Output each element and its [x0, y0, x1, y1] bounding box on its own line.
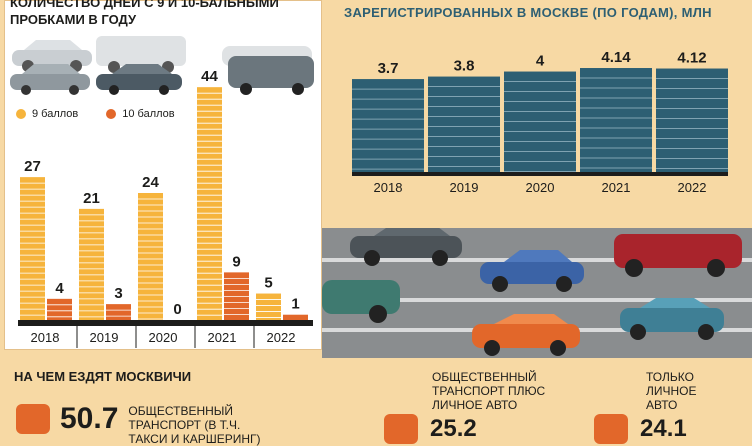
x-tick-label: 2021 [208, 330, 237, 345]
x-tick-label: 2019 [90, 330, 119, 345]
legend-label-9: 9 баллов [32, 108, 79, 120]
bar-9-2019 [79, 208, 104, 320]
data-label: 27 [24, 158, 41, 175]
x-tick-label: 2021 [602, 180, 631, 195]
data-label: 44 [201, 68, 218, 85]
bar-10-2022 [283, 314, 308, 320]
data-label: 4.12 [677, 50, 706, 67]
stat-label: ТОЛЬКО ЛИЧНОЕ АВТО [646, 370, 697, 412]
van-icon [96, 36, 186, 73]
data-label: 4 [536, 53, 545, 70]
car-icon [594, 414, 628, 444]
legend-label-10: 10 баллов [122, 108, 175, 120]
data-label: 21 [83, 190, 100, 207]
car-icon [10, 64, 90, 95]
bus-icon [16, 404, 50, 434]
car-icon [96, 64, 182, 95]
x-tick-label: 2020 [149, 330, 178, 345]
bar-2021 [580, 68, 652, 172]
bar-2019 [428, 76, 500, 172]
data-label: 4.14 [601, 49, 631, 66]
x-tick-label: 2019 [450, 180, 479, 195]
car-icon [472, 314, 580, 356]
road-illustration [322, 228, 752, 358]
x-tick-label: 2022 [267, 330, 296, 345]
bus-car-icon [384, 414, 418, 444]
bar-2022 [656, 68, 728, 172]
bar-9-2020 [138, 193, 163, 320]
x-tick-label: 2022 [678, 180, 707, 195]
legend-item-9: 9 баллов [16, 108, 78, 120]
stat-value: 24.1 [640, 415, 687, 442]
car-icon [322, 280, 400, 323]
x-tick-label: 2018 [31, 330, 60, 345]
cars-illustration [10, 36, 314, 95]
x-tick-label: 2020 [526, 180, 555, 195]
data-label: 0 [173, 301, 181, 318]
x-tick-label: 2018 [374, 180, 403, 195]
data-label: 3.8 [454, 58, 475, 75]
car-icon [350, 228, 462, 266]
data-label: 3.7 [378, 60, 399, 77]
data-label: 5 [264, 275, 272, 292]
legend-dot-9-icon [16, 109, 26, 119]
legend-dot-10-icon [106, 109, 117, 119]
data-label: 3 [114, 285, 122, 302]
suv-icon [228, 56, 314, 95]
stat-car-only: ТОЛЬКО ЛИЧНОЕ АВТО 24.1 [594, 370, 706, 444]
right-chart-title: ЗАРЕГИСТРИРОВАННЫХ В МОСКВЕ (ПО ГОДАМ), … [344, 5, 712, 20]
van-icon [614, 234, 742, 277]
stat-mixed: ОБЩЕСТВЕННЫЙ ТРАНСПОРТ ПЛЮС ЛИЧНОЕ АВТО … [384, 370, 574, 444]
car-icon [480, 250, 584, 292]
data-label: 24 [142, 174, 159, 191]
legend-item-10: 10 баллов [106, 108, 175, 120]
bar-9-2021 [197, 87, 222, 321]
left-legend: 9 баллов 10 баллов [16, 108, 175, 120]
stat-value: 50.7 [60, 402, 119, 435]
bar-10-2018 [47, 298, 72, 320]
data-label: 9 [232, 253, 240, 270]
x-axis-baseline [352, 172, 728, 176]
stat-value: 25.2 [430, 415, 477, 442]
data-label: 4 [55, 280, 64, 297]
bar-9-2022 [256, 293, 281, 320]
x-axis-baseline [18, 320, 313, 326]
bottom-section-title: НА ЧЕМ ЕЗДЯТ МОСКВИЧИ [14, 369, 192, 384]
car-icon [620, 298, 724, 340]
bar-2018 [352, 79, 424, 172]
data-label: 1 [291, 296, 299, 313]
stat-label: ОБЩЕСТВЕННЫЙ ТРАНСПОРТ ПЛЮС ЛИЧНОЕ АВТО [432, 370, 546, 412]
left-chart-title: КОЛИЧЕСТВО ДНЕЙ С 9 И 10-БАЛЬНЫМИ ПРОБКА… [10, 0, 279, 27]
